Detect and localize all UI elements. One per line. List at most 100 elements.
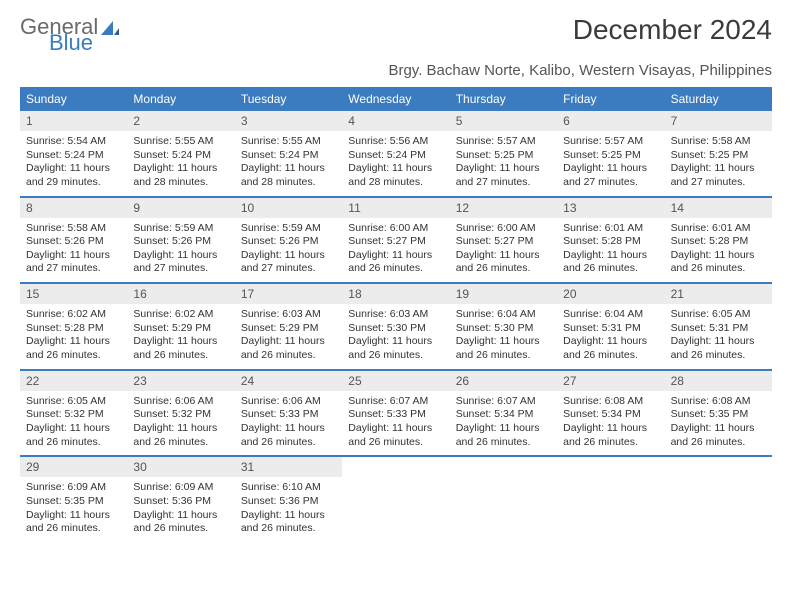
sunrise-line: Sunrise: 6:09 AM (26, 481, 121, 495)
sunrise-line: Sunrise: 5:55 AM (133, 135, 228, 149)
day-cell (557, 457, 664, 542)
daylight-line: Daylight: 11 hours and 26 minutes. (563, 422, 658, 449)
daylight-line: Daylight: 11 hours and 26 minutes. (671, 422, 766, 449)
sunrise-line: Sunrise: 6:02 AM (26, 308, 121, 322)
sunrise-line: Sunrise: 6:08 AM (671, 395, 766, 409)
sunset-line: Sunset: 5:34 PM (563, 408, 658, 422)
day-cell: 1Sunrise: 5:54 AMSunset: 5:24 PMDaylight… (20, 111, 127, 196)
day-body: Sunrise: 5:55 AMSunset: 5:24 PMDaylight:… (127, 131, 234, 196)
day-number: 16 (127, 284, 234, 304)
sunrise-line: Sunrise: 5:55 AM (241, 135, 336, 149)
daylight-line: Daylight: 11 hours and 26 minutes. (348, 422, 443, 449)
weekday-header: Saturday (665, 87, 772, 111)
day-cell (450, 457, 557, 542)
daylight-line: Daylight: 11 hours and 27 minutes. (241, 249, 336, 276)
sunset-line: Sunset: 5:29 PM (241, 322, 336, 336)
day-body: Sunrise: 6:07 AMSunset: 5:34 PMDaylight:… (450, 391, 557, 456)
day-cell: 17 Sunrise: 6:03 AMSunset: 5:29 PMDayligh… (235, 284, 342, 369)
sunrise-line: Sunrise: 6:00 AM (348, 222, 443, 236)
sunrise-line: Sunrise: 6:09 AM (133, 481, 228, 495)
day-cell: 8Sunrise: 5:58 AMSunset: 5:26 PMDaylight… (20, 198, 127, 283)
brand-part2: Blue (49, 30, 93, 55)
daylight-line: Daylight: 11 hours and 26 minutes. (26, 422, 121, 449)
sail-icon (100, 16, 120, 42)
sunset-line: Sunset: 5:30 PM (456, 322, 551, 336)
daylight-line: Daylight: 11 hours and 26 minutes. (133, 335, 228, 362)
sunrise-line: Sunrise: 6:03 AM (241, 308, 336, 322)
day-number: 1 (20, 111, 127, 131)
day-number: 19 (450, 284, 557, 304)
sunrise-line: Sunrise: 6:04 AM (456, 308, 551, 322)
sunset-line: Sunset: 5:26 PM (241, 235, 336, 249)
day-cell: 4Sunrise: 5:56 AMSunset: 5:24 PMDaylight… (342, 111, 449, 196)
day-cell: 15Sunrise: 6:02 AMSunset: 5:28 PMDayligh… (20, 284, 127, 369)
day-number: 3 (235, 111, 342, 131)
sunrise-line: Sunrise: 5:54 AM (26, 135, 121, 149)
sunset-line: Sunset: 5:36 PM (241, 495, 336, 509)
calendar-week: 8Sunrise: 5:58 AMSunset: 5:26 PMDaylight… (20, 196, 772, 283)
day-number: 9 (127, 198, 234, 218)
day-body: Sunrise: 6:04 AMSunset: 5:30 PMDaylight:… (450, 304, 557, 369)
day-body: Sunrise: 6:09 AMSunset: 5:36 PMDaylight:… (127, 477, 234, 542)
day-cell (342, 457, 449, 542)
day-cell: 5Sunrise: 5:57 AMSunset: 5:25 PMDaylight… (450, 111, 557, 196)
day-number: 14 (665, 198, 772, 218)
day-cell: 27Sunrise: 6:08 AMSunset: 5:34 PMDayligh… (557, 371, 664, 456)
day-number: 12 (450, 198, 557, 218)
calendar-weeks: 1Sunrise: 5:54 AMSunset: 5:24 PMDaylight… (20, 111, 772, 542)
day-cell: 24Sunrise: 6:06 AMSunset: 5:33 PMDayligh… (235, 371, 342, 456)
sunset-line: Sunset: 5:24 PM (241, 149, 336, 163)
day-body: Sunrise: 6:05 AMSunset: 5:31 PMDaylight:… (665, 304, 772, 369)
sunrise-line: Sunrise: 6:06 AM (133, 395, 228, 409)
day-number: 25 (342, 371, 449, 391)
day-body: Sunrise: 6:01 AMSunset: 5:28 PMDaylight:… (665, 218, 772, 283)
day-number: 17 (235, 284, 342, 304)
sunrise-line: Sunrise: 6:05 AM (671, 308, 766, 322)
daylight-line: Daylight: 11 hours and 26 minutes. (348, 249, 443, 276)
daylight-line: Daylight: 11 hours and 28 minutes. (133, 162, 228, 189)
page-title: December 2024 (573, 14, 772, 46)
sunrise-line: Sunrise: 6:05 AM (26, 395, 121, 409)
day-cell: 21Sunrise: 6:05 AMSunset: 5:31 PMDayligh… (665, 284, 772, 369)
day-number: 8 (20, 198, 127, 218)
daylight-line: Daylight: 11 hours and 26 minutes. (241, 335, 336, 362)
sunset-line: Sunset: 5:25 PM (671, 149, 766, 163)
day-number: 5 (450, 111, 557, 131)
day-body: Sunrise: 5:59 AMSunset: 5:26 PMDaylight:… (127, 218, 234, 283)
sunrise-line: Sunrise: 5:58 AM (671, 135, 766, 149)
daylight-line: Daylight: 11 hours and 28 minutes. (241, 162, 336, 189)
daylight-line: Daylight: 11 hours and 26 minutes. (133, 422, 228, 449)
day-cell: 18Sunrise: 6:03 AMSunset: 5:30 PMDayligh… (342, 284, 449, 369)
day-body: Sunrise: 6:07 AMSunset: 5:33 PMDaylight:… (342, 391, 449, 456)
day-cell: 11Sunrise: 6:00 AMSunset: 5:27 PMDayligh… (342, 198, 449, 283)
day-cell: 23Sunrise: 6:06 AMSunset: 5:32 PMDayligh… (127, 371, 234, 456)
day-number: 27 (557, 371, 664, 391)
day-body: Sunrise: 5:58 AMSunset: 5:25 PMDaylight:… (665, 131, 772, 196)
day-cell: 16 Sunrise: 6:02 AMSunset: 5:29 PMDayligh… (127, 284, 234, 369)
weekday-header: Wednesday (342, 87, 449, 111)
sunset-line: Sunset: 5:30 PM (348, 322, 443, 336)
sunrise-line: Sunrise: 5:57 AM (456, 135, 551, 149)
daylight-line: Daylight: 11 hours and 27 minutes. (133, 249, 228, 276)
day-body: Sunrise: 6:03 AMSunset: 5:30 PMDaylight:… (342, 304, 449, 369)
calendar-week: 1Sunrise: 5:54 AMSunset: 5:24 PMDaylight… (20, 111, 772, 196)
sunset-line: Sunset: 5:35 PM (671, 408, 766, 422)
sunset-line: Sunset: 5:29 PM (133, 322, 228, 336)
sunrise-line: Sunrise: 6:06 AM (241, 395, 336, 409)
sunset-line: Sunset: 5:33 PM (241, 408, 336, 422)
weekday-header: Monday (127, 87, 234, 111)
sunset-line: Sunset: 5:24 PM (133, 149, 228, 163)
day-body: Sunrise: 6:08 AMSunset: 5:35 PMDaylight:… (665, 391, 772, 456)
sunrise-line: Sunrise: 6:03 AM (348, 308, 443, 322)
day-cell: 7Sunrise: 5:58 AMSunset: 5:25 PMDaylight… (665, 111, 772, 196)
day-body: Sunrise: 6:04 AMSunset: 5:31 PMDaylight:… (557, 304, 664, 369)
location-subtitle: Brgy. Bachaw Norte, Kalibo, Western Visa… (20, 62, 772, 79)
daylight-line: Daylight: 11 hours and 27 minutes. (671, 162, 766, 189)
sunset-line: Sunset: 5:33 PM (348, 408, 443, 422)
calendar: SundayMondayTuesdayWednesdayThursdayFrid… (20, 87, 772, 542)
daylight-line: Daylight: 11 hours and 29 minutes. (26, 162, 121, 189)
day-cell: 6Sunrise: 5:57 AMSunset: 5:25 PMDaylight… (557, 111, 664, 196)
daylight-line: Daylight: 11 hours and 26 minutes. (671, 249, 766, 276)
day-cell: 3 Sunrise: 5:55 AMSunset: 5:24 PMDaylight… (235, 111, 342, 196)
sunrise-line: Sunrise: 6:02 AM (133, 308, 228, 322)
